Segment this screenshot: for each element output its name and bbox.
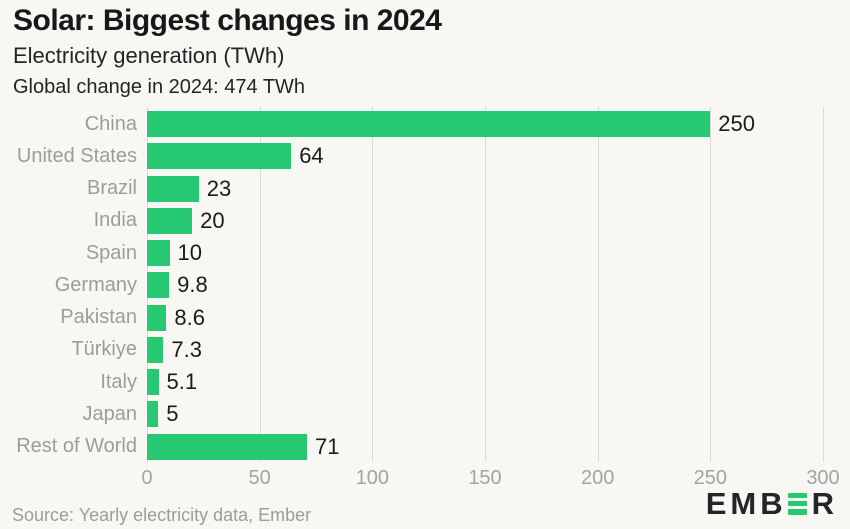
gridline-300: [823, 107, 824, 462]
chart-row: Pakistan 8.6: [0, 302, 850, 334]
bar: [147, 111, 711, 138]
category-label: Rest of World: [16, 435, 137, 458]
gridline-150: [485, 107, 486, 462]
value-label: 9.8: [177, 272, 208, 298]
bar: [147, 240, 170, 267]
category-label: Germany: [54, 273, 137, 296]
category-label: Spain: [85, 241, 137, 264]
bar-track: 250: [147, 108, 850, 140]
gridline-250: [710, 107, 712, 462]
bar: [147, 207, 193, 234]
bar-rows: China 250 United States 64 Brazil 23 India 20 Sp…: [0, 108, 850, 463]
x-tick-label-150: 150: [468, 467, 502, 489]
gridline-50: [259, 107, 261, 462]
ember-logo: EMB R: [706, 488, 838, 519]
value-label: 23: [206, 175, 232, 201]
category-label: Brazil: [86, 177, 137, 200]
value-label: 250: [718, 111, 756, 137]
source-note: Source: Yearly electricity data, Ember: [12, 505, 312, 525]
bar: [147, 433, 307, 460]
gridline-200: [597, 107, 599, 462]
category-label: Türkiye: [71, 338, 137, 361]
bar-track: 64: [147, 140, 850, 172]
value-label: 71: [315, 433, 340, 459]
x-tick-label-250: 250: [693, 467, 728, 489]
chart-row: Italy 5.1: [0, 366, 850, 398]
chart-row: Germany 9.8: [0, 269, 850, 301]
bar-track: 23: [147, 173, 850, 205]
chart-row: India 20: [0, 205, 850, 237]
bar-track: 9.8: [147, 269, 850, 301]
value-label: 5.1: [166, 369, 198, 395]
x-axis: 0 50 100 150 200 250 300: [0, 467, 850, 491]
chart-row: Rest of World 71: [0, 431, 850, 463]
category-label: Japan: [82, 402, 138, 425]
x-tick-label-50: 50: [248, 467, 271, 489]
logo-text-prefix: EMB: [705, 486, 787, 521]
bar: [147, 401, 159, 428]
category-label: China: [84, 112, 137, 135]
chart-row: Japan 5: [0, 398, 850, 430]
value-label: 7.3: [171, 336, 202, 362]
chart-title: Solar: Biggest changes in 2024: [13, 4, 442, 37]
category-label: India: [93, 209, 137, 232]
bar-track: 5.1: [147, 366, 850, 398]
chart-row: China 250: [0, 108, 850, 140]
category-label: Pakistan: [60, 306, 137, 329]
x-tick-label-0: 0: [141, 467, 153, 489]
bar: [147, 175, 199, 202]
x-tick-label-300: 300: [806, 467, 840, 489]
bar: [147, 336, 164, 363]
value-label: 8.6: [174, 304, 205, 330]
bar-track: 20: [147, 205, 850, 237]
bar: [147, 143, 292, 170]
value-label: 20: [200, 207, 225, 233]
bar: [147, 304, 167, 331]
bar: [147, 272, 170, 299]
bar-track: 8.6: [147, 302, 850, 334]
bar: [147, 369, 159, 396]
chart-row: Brazil 23: [0, 173, 850, 205]
gridline-100: [372, 107, 374, 462]
chart-row: Türkiye 7.3: [0, 334, 850, 366]
chart-row: United States 64: [0, 140, 850, 172]
value-label: 5: [166, 401, 179, 427]
bar-track: 7.3: [147, 334, 850, 366]
bar-track: 5: [147, 398, 850, 430]
category-label: United States: [16, 144, 137, 167]
chart-annotation: Global change in 2024: 474 TWh: [13, 76, 306, 98]
chart-row: Spain 10: [0, 237, 850, 269]
bar-track: 10: [147, 237, 850, 269]
value-label: 64: [299, 143, 324, 169]
bar-track: 71: [147, 431, 850, 463]
chart-subtitle: Electricity generation (TWh): [13, 43, 285, 68]
category-label: Italy: [100, 370, 137, 393]
value-label: 10: [177, 240, 202, 266]
logo-green-e-icon: [787, 492, 807, 515]
logo-text-suffix: R: [811, 486, 838, 521]
x-tick-label-100: 100: [355, 467, 390, 489]
x-tick-label-200: 200: [580, 467, 615, 489]
